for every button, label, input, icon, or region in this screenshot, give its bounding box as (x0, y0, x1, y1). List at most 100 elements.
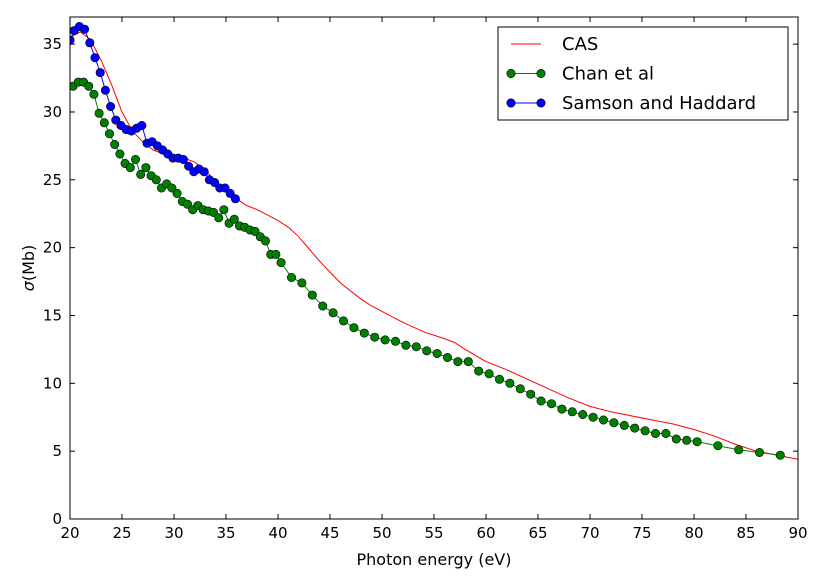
x-tick-label: 75 (632, 524, 651, 542)
y-tick-label: 15 (43, 306, 62, 324)
y-tick-label: 30 (43, 103, 62, 121)
point-chan-et-al (661, 428, 671, 438)
legend-marker-samson-and-haddard (506, 98, 516, 108)
legend-marker-chan-et-al (536, 69, 546, 79)
point-chan-et-al (692, 437, 702, 447)
point-chan-et-al (94, 108, 104, 118)
point-samson-and-haddard (80, 24, 90, 34)
point-chan-et-al (110, 140, 120, 150)
x-axis-label: Photon energy (eV) (357, 550, 512, 569)
y-tick-label: 10 (43, 374, 62, 392)
point-chan-et-al (141, 163, 151, 173)
point-chan-et-al (682, 435, 692, 445)
point-chan-et-al (775, 450, 785, 460)
point-chan-et-al (754, 447, 764, 457)
legend-entry-chan-et-al: Chan et al (506, 64, 654, 85)
point-chan-et-al (713, 441, 723, 451)
point-samson-and-haddard (106, 102, 116, 112)
point-chan-et-al (105, 129, 115, 139)
point-chan-et-al (671, 434, 681, 444)
point-chan-et-al (250, 226, 260, 236)
y-tick-label: 25 (43, 171, 62, 189)
y-tick-label: 35 (43, 35, 62, 53)
point-chan-et-al (370, 332, 380, 342)
x-tick-label: 30 (164, 524, 183, 542)
x-tick-label: 70 (580, 524, 599, 542)
point-chan-et-al (183, 199, 193, 209)
point-chan-et-al (318, 301, 328, 311)
point-chan-et-al (349, 323, 359, 333)
legend-marker-chan-et-al (506, 69, 516, 79)
point-samson-and-haddard (210, 178, 220, 188)
point-chan-et-al (307, 290, 317, 300)
point-chan-et-al (209, 207, 219, 217)
point-chan-et-al (214, 213, 224, 223)
legend-label-cas: CAS (562, 34, 598, 55)
series-layer (70, 21, 798, 460)
point-chan-et-al (494, 374, 504, 384)
y-tick-label: 5 (52, 442, 62, 460)
point-chan-et-al (99, 118, 109, 128)
point-chan-et-al (271, 249, 281, 259)
point-chan-et-al (172, 188, 182, 198)
point-chan-et-al (390, 336, 400, 346)
point-chan-et-al (567, 407, 577, 417)
y-axis-label: σ(Mb) (19, 245, 38, 292)
series-chan-et-al (70, 77, 785, 460)
point-chan-et-al (442, 352, 452, 362)
point-chan-et-al (125, 163, 135, 173)
point-chan-et-al (219, 205, 229, 215)
point-chan-et-al (229, 214, 239, 224)
x-tick-label: 85 (736, 524, 755, 542)
point-chan-et-al (588, 412, 598, 422)
series-line-cas (70, 31, 798, 460)
legend-marker-samson-and-haddard (536, 98, 546, 108)
x-tick-label: 90 (788, 524, 807, 542)
point-chan-et-al (578, 409, 588, 419)
y-axis-symbol: σ (19, 280, 38, 291)
legend-label-chan-et-al: Chan et al (562, 64, 654, 85)
point-samson-and-haddard (100, 85, 110, 95)
point-chan-et-al (131, 155, 141, 165)
point-samson-and-haddard (230, 194, 240, 204)
point-chan-et-al (515, 384, 525, 394)
point-samson-and-haddard (199, 167, 209, 177)
point-samson-and-haddard (85, 38, 95, 48)
x-tick-label: 55 (424, 524, 443, 542)
point-chan-et-al (380, 335, 390, 345)
point-chan-et-al (297, 278, 307, 288)
point-chan-et-al (526, 389, 536, 399)
point-samson-and-haddard (178, 155, 188, 165)
series-cas (70, 31, 798, 460)
x-tick-label: 35 (216, 524, 235, 542)
point-chan-et-al (650, 428, 660, 438)
point-chan-et-al (84, 81, 94, 91)
point-chan-et-al (286, 272, 296, 282)
legend-label-samson-and-haddard: Samson and Haddard (562, 93, 756, 114)
legend-entry-samson-and-haddard: Samson and Haddard (506, 93, 756, 114)
point-chan-et-al (505, 378, 515, 388)
point-samson-and-haddard (184, 161, 194, 171)
point-samson-and-haddard (111, 115, 121, 125)
y-axis-unit: (Mb) (19, 245, 38, 281)
legend: CAS Chan et al Samson and Haddard (497, 26, 789, 121)
legend-box (497, 26, 789, 121)
point-chan-et-al (401, 340, 411, 350)
point-chan-et-al (422, 346, 432, 356)
point-chan-et-al (151, 175, 161, 185)
point-chan-et-al (167, 183, 177, 193)
series-samson-and-haddard (70, 21, 240, 204)
point-samson-and-haddard (220, 183, 230, 193)
point-chan-et-al (115, 149, 125, 159)
point-chan-et-al (411, 342, 421, 352)
point-chan-et-al (474, 366, 484, 376)
point-chan-et-al (463, 357, 473, 367)
point-chan-et-al (609, 418, 619, 428)
x-tick-label: 20 (60, 524, 79, 542)
point-chan-et-al (546, 399, 556, 409)
point-samson-and-haddard (137, 121, 147, 131)
x-tick-label: 60 (476, 524, 495, 542)
legend-entry-cas: CAS (511, 34, 598, 55)
x-tick-label: 50 (372, 524, 391, 542)
